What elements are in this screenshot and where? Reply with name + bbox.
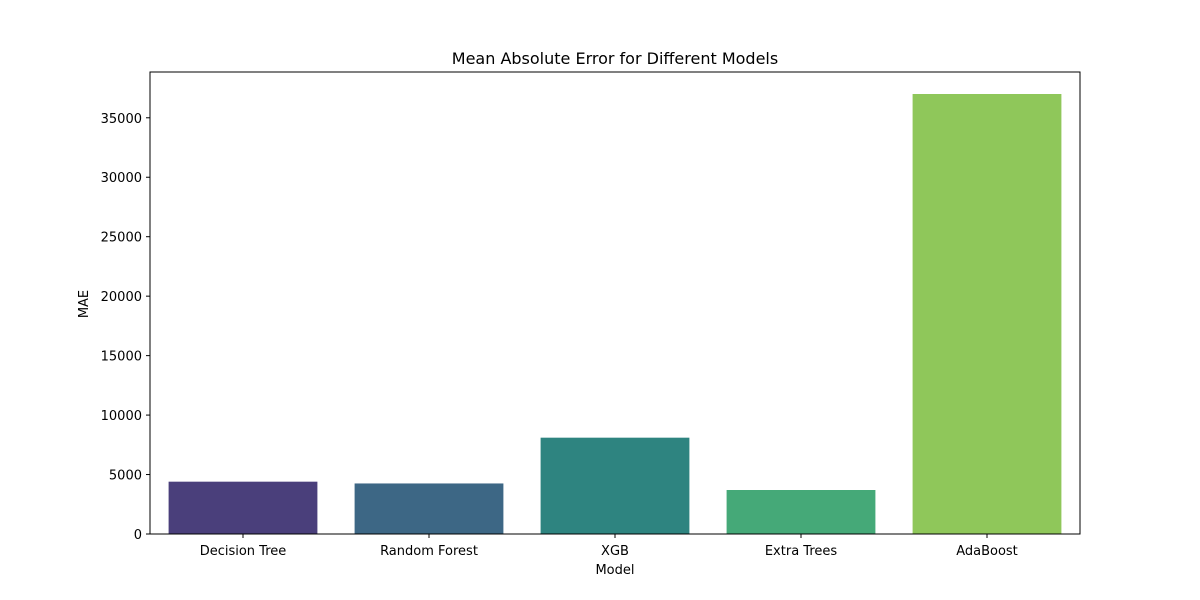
x-axis-ticks: Decision Tree Random Forest XGB Extra Trees… (200, 534, 1018, 559)
chart-title: Mean Absolute Error for Different Models (452, 49, 778, 68)
y-tick-label: 35000 (101, 112, 142, 127)
x-tick-label: AdaBoost (956, 544, 1018, 559)
x-tick-label: XGB (601, 544, 629, 559)
x-tick-label: Random Forest (380, 544, 478, 559)
bar-xgb (540, 437, 690, 534)
plot-frame (149, 71, 1081, 535)
x-tick-label: Decision Tree (200, 544, 287, 559)
y-tick-label: 10000 (101, 409, 142, 424)
y-tick-label: 20000 (101, 290, 142, 305)
y-tick-label: 25000 (101, 231, 142, 246)
y-axis-ticks: 0 5000 10000 15000 20000 25000 30000 35000 (101, 112, 150, 543)
y-tick-label: 30000 (101, 171, 142, 186)
y-tick-label: 0 (134, 528, 142, 543)
y-tick-label: 15000 (101, 350, 142, 365)
bar-extra-trees (726, 490, 876, 534)
x-tick-label: Extra Trees (765, 544, 838, 559)
y-axis-label: MAE (77, 290, 92, 318)
plot-area: 0 5000 10000 15000 20000 25000 30000 35000 Deci… (101, 71, 1081, 559)
bar-adaboost (912, 94, 1062, 534)
y-tick-label: 5000 (109, 469, 142, 484)
x-axis-label: Model (595, 563, 634, 578)
bars-group (168, 94, 1062, 534)
bar-random-forest (354, 483, 504, 534)
bar-decision-tree (168, 481, 318, 534)
